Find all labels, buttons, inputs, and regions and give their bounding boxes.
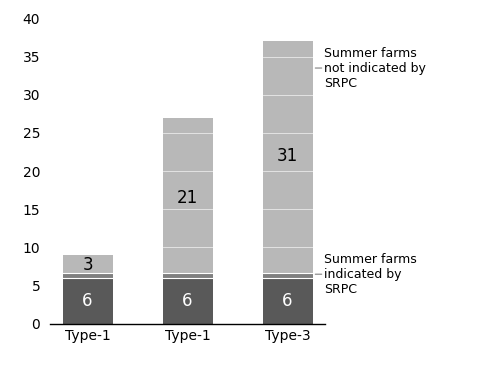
Bar: [162, 278, 212, 324]
Bar: [262, 273, 312, 278]
Bar: [62, 278, 112, 324]
Text: Summer farms
indicated by
SRPC: Summer farms indicated by SRPC: [324, 253, 417, 296]
Bar: [62, 255, 112, 273]
Text: 31: 31: [277, 147, 298, 165]
Text: Summer farms
not indicated by
SRPC: Summer farms not indicated by SRPC: [324, 46, 426, 89]
Text: 6: 6: [282, 292, 293, 310]
Bar: [162, 273, 212, 278]
Text: 6: 6: [182, 292, 193, 310]
Bar: [262, 278, 312, 324]
Bar: [262, 41, 312, 273]
Text: 21: 21: [177, 189, 198, 207]
Bar: [62, 273, 112, 278]
Bar: [162, 118, 212, 273]
Text: 3: 3: [82, 256, 93, 274]
Text: 6: 6: [82, 292, 93, 310]
